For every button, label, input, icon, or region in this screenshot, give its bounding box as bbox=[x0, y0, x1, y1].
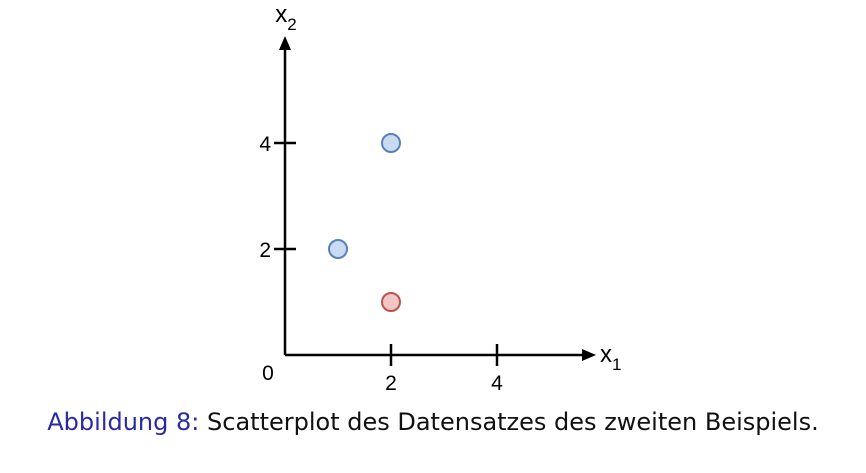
y-axis-label-subscript: 2 bbox=[287, 15, 296, 34]
y-axis-arrow bbox=[279, 36, 291, 50]
origin-label: 0 bbox=[262, 362, 274, 385]
x-axis-label-subscript: 1 bbox=[612, 355, 621, 374]
y-axis-label-base: x bbox=[275, 1, 287, 28]
caption-text: Scatterplot des Datensatzes des zweiten … bbox=[207, 408, 819, 436]
y-axis-label: x2 bbox=[275, 1, 296, 34]
x-axis-label: x1 bbox=[600, 341, 621, 374]
x-tick-label: 2 bbox=[385, 372, 397, 395]
data-point-blue bbox=[328, 239, 348, 259]
x-axis-label-base: x bbox=[600, 341, 612, 368]
y-tick-label: 2 bbox=[259, 239, 271, 262]
caption-label: Abbildung 8: bbox=[47, 408, 200, 436]
x-tick-label: 4 bbox=[491, 372, 503, 395]
ticks: 2 4 2 4 bbox=[259, 133, 503, 395]
axes bbox=[279, 36, 596, 361]
data-point-red bbox=[381, 292, 401, 312]
x-axis-arrow bbox=[582, 349, 596, 361]
data-point-blue bbox=[381, 133, 401, 153]
figure-caption: Abbildung 8: Scatterplot des Datensatzes… bbox=[0, 408, 866, 436]
data-points bbox=[328, 133, 401, 312]
scatter-chart: 0 x1 x2 2 424 bbox=[259, 1, 621, 395]
y-tick-label: 4 bbox=[259, 133, 271, 156]
